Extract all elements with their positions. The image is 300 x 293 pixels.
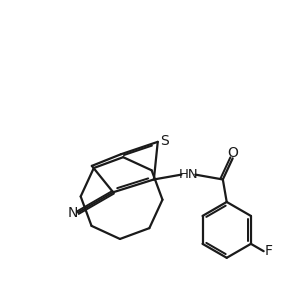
Text: S: S	[160, 134, 169, 148]
Text: F: F	[265, 244, 273, 258]
Text: N: N	[67, 206, 78, 220]
Text: O: O	[227, 146, 238, 160]
Text: HN: HN	[178, 168, 198, 181]
